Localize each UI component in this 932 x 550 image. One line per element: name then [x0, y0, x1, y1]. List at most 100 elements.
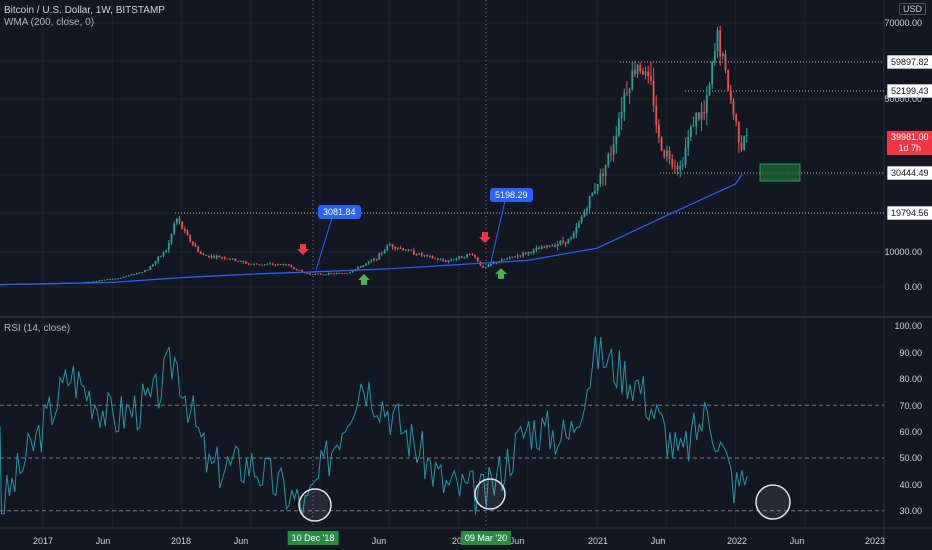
candle-body	[263, 264, 266, 266]
candle-body	[721, 54, 724, 57]
candle-body	[681, 165, 684, 166]
candle-body	[221, 257, 223, 259]
candle-body	[338, 273, 341, 274]
candle-body	[647, 71, 650, 77]
candle-body	[210, 255, 213, 258]
time-axis-label: 2021	[587, 536, 609, 546]
candle-body	[737, 121, 740, 143]
candle-body	[594, 190, 596, 193]
candle-body	[476, 257, 479, 262]
candle-body	[266, 264, 269, 265]
candle-body	[261, 264, 263, 266]
candle-body	[636, 64, 639, 75]
candle-body	[314, 273, 317, 275]
price-axis-label: 50000.00	[884, 94, 922, 104]
candle-body	[652, 81, 655, 106]
candle-body	[346, 273, 349, 275]
candle-body	[109, 279, 112, 281]
rsi-axis-label: 50.00	[899, 453, 922, 463]
candle-body	[508, 256, 511, 259]
candle-body	[628, 89, 631, 94]
candle-body	[471, 254, 474, 255]
candle-body	[141, 272, 144, 273]
candle-body	[218, 255, 221, 258]
callout-low-2020: 5198.29	[490, 188, 533, 202]
price-level-tag: 30444.49	[887, 166, 932, 180]
candle-body	[245, 261, 247, 264]
candle-body	[186, 230, 189, 236]
candle-body	[373, 258, 375, 261]
candle-body	[428, 255, 431, 257]
candle-body	[215, 255, 218, 258]
candle-body	[716, 30, 719, 52]
candle-body	[122, 276, 125, 279]
candle-body	[503, 259, 506, 261]
candle-body	[591, 192, 594, 197]
candle-body	[439, 259, 442, 261]
rsi-indicator-label[interactable]: RSI (14, close)	[4, 323, 71, 334]
price-axis-label: 70000.00	[884, 18, 922, 28]
candle-body	[668, 150, 671, 159]
candle-body	[418, 253, 421, 255]
current-price: 39981.00	[891, 132, 929, 142]
candle-body	[570, 238, 572, 239]
candle-body	[705, 95, 708, 114]
candle-body	[618, 118, 620, 136]
candle-body	[684, 147, 687, 166]
candle-body	[719, 30, 722, 57]
rsi-highlight-circle	[755, 484, 791, 520]
candle-body	[93, 281, 96, 283]
candle-body	[697, 112, 700, 120]
candle-body	[274, 264, 277, 266]
candle-body	[351, 270, 354, 273]
candle-body	[197, 246, 200, 252]
candle-body	[458, 256, 461, 259]
price-axis-label: 10000.00	[884, 247, 922, 257]
candle-body	[349, 272, 351, 274]
candle-body	[330, 273, 333, 275]
candle-body	[207, 255, 210, 258]
candle-body	[562, 240, 564, 243]
candle-body	[237, 260, 239, 262]
candle-body	[626, 92, 628, 94]
wma-indicator-label[interactable]: WMA (200, close, 0)	[4, 17, 95, 28]
candle-body	[538, 248, 540, 250]
candle-body	[484, 267, 487, 268]
candle-body	[689, 126, 692, 137]
candle-body	[543, 246, 546, 248]
candle-body	[490, 263, 493, 266]
candle-body	[692, 125, 695, 127]
candle-body	[426, 255, 429, 256]
candle-body	[173, 223, 176, 234]
candle-body	[130, 274, 133, 276]
candle-body	[119, 278, 122, 279]
candle-body	[327, 273, 330, 275]
candle-body	[559, 240, 562, 245]
candle-body	[556, 244, 559, 247]
candle-body	[671, 158, 674, 166]
candle-body	[530, 251, 532, 253]
candle-body	[295, 268, 298, 271]
callout-pointer	[315, 217, 333, 271]
candle-body	[602, 173, 604, 177]
candle-body	[359, 266, 362, 268]
arrow-down-icon	[479, 232, 491, 243]
candle-body	[703, 112, 706, 114]
currency-badge[interactable]: USD	[898, 3, 926, 15]
candle-body	[319, 273, 322, 275]
candle-body	[700, 112, 703, 120]
candle-body	[695, 112, 698, 126]
candle-body	[165, 250, 168, 253]
symbol-title[interactable]: Bitcoin / U.S. Dollar, 1W, BITSTAMP	[4, 5, 165, 16]
candle-body	[620, 111, 623, 119]
time-axis-label: Jun	[789, 536, 805, 546]
candle-body	[111, 279, 114, 280]
candle-body	[306, 273, 309, 274]
candle-body	[535, 248, 538, 250]
candle-body	[655, 105, 658, 125]
candle-body	[247, 263, 250, 265]
candle-body	[191, 241, 194, 245]
candle-body	[657, 124, 660, 138]
candle-body	[623, 92, 626, 112]
